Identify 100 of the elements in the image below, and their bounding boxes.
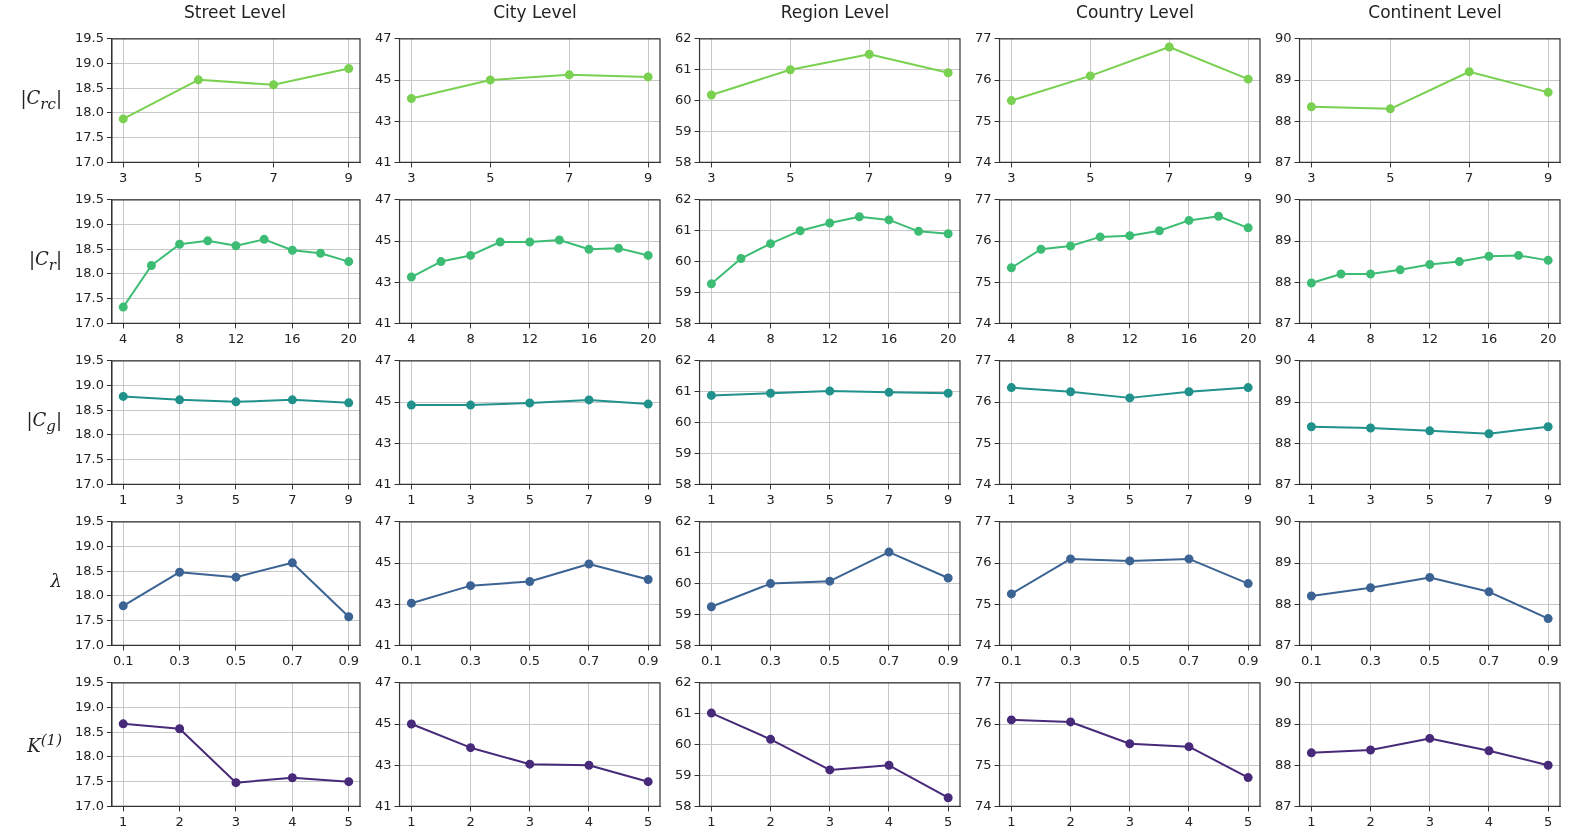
x-tick-label: 9 xyxy=(644,491,653,507)
y-tick-label: 75 xyxy=(975,434,992,450)
x-tick-label: 4 xyxy=(1007,330,1016,346)
y-tick-label: 74 xyxy=(975,636,992,652)
x-tick-label: 9 xyxy=(1544,491,1553,507)
x-tick-label: 0.9 xyxy=(338,652,360,668)
x-tick-label: 5 xyxy=(1386,169,1395,185)
x-tick-label: 3 xyxy=(1366,491,1375,507)
y-tick-label: 58 xyxy=(675,153,692,169)
y-axis-title: λ xyxy=(49,569,62,591)
chart-title: Region Level xyxy=(779,2,891,22)
y-tick-label: 90 xyxy=(1275,352,1292,368)
point xyxy=(203,236,213,246)
point xyxy=(344,612,354,622)
x-tick-label: 1 xyxy=(119,491,128,507)
point xyxy=(1184,215,1194,225)
y-tick-label: 77 xyxy=(975,30,992,46)
x-tick-label: 20 xyxy=(1539,330,1557,346)
x-tick-label: 1 xyxy=(1307,491,1316,507)
x-tick-label: 12 xyxy=(1421,330,1439,346)
y-tick-label: 61 xyxy=(675,383,692,399)
y-tick-label: 19.0 xyxy=(74,698,104,714)
point xyxy=(1464,67,1474,77)
y-tick-label: 47 xyxy=(375,191,392,207)
x-tick-label: 4 xyxy=(407,330,416,346)
y-tick-label: 19.5 xyxy=(74,30,104,46)
y-tick-label: 17.0 xyxy=(74,475,104,491)
x-tick-label: 0.7 xyxy=(578,652,600,668)
point xyxy=(118,719,128,729)
x-tick-label: 5 xyxy=(194,169,203,185)
x-tick-label: 3 xyxy=(231,813,241,829)
x-tick-label: 9 xyxy=(1544,169,1553,185)
x-tick-label: 8 xyxy=(466,330,475,346)
x-tick-label: 4 xyxy=(119,330,128,346)
y-tick-label: 59 xyxy=(675,283,692,299)
y-tick-label: 45 xyxy=(375,554,392,570)
x-tick-label: 7 xyxy=(269,169,278,185)
point xyxy=(344,777,354,787)
x-tick-label: 4 xyxy=(1307,330,1316,346)
point xyxy=(1395,265,1405,275)
x-tick-label: 5 xyxy=(231,491,241,507)
point xyxy=(175,567,185,577)
x-tick-label: 0.5 xyxy=(1119,652,1141,668)
y-tick-label: 47 xyxy=(375,513,392,529)
point xyxy=(406,719,416,729)
x-tick-label: 5 xyxy=(1244,813,1253,829)
point xyxy=(736,254,746,264)
point xyxy=(1366,745,1376,755)
x-tick-label: 2 xyxy=(766,813,775,829)
x-tick-label: 3 xyxy=(466,491,475,507)
y-tick-label: 17.5 xyxy=(74,290,104,306)
point xyxy=(864,49,874,59)
y-tick-label: 87 xyxy=(1275,314,1292,330)
x-tick-label: 16 xyxy=(1480,330,1498,346)
y-tick-label: 18.5 xyxy=(74,562,104,578)
x-tick-label: 3 xyxy=(1007,169,1016,185)
y-tick-label: 45 xyxy=(375,715,392,731)
y-tick-label: 18.0 xyxy=(74,748,104,764)
point xyxy=(1243,773,1253,783)
y-tick-label: 47 xyxy=(375,352,392,368)
y-tick-label: 19.5 xyxy=(74,191,104,207)
point xyxy=(1184,554,1194,564)
x-tick-label: 1 xyxy=(407,813,416,829)
point xyxy=(854,212,864,222)
y-tick-label: 88 xyxy=(1275,595,1292,611)
point xyxy=(1484,429,1494,439)
y-tick-label: 17.5 xyxy=(74,451,104,467)
x-tick-label: 5 xyxy=(1544,813,1553,829)
y-tick-label: 75 xyxy=(975,756,992,772)
x-tick-label: 5 xyxy=(786,169,795,185)
y-tick-label: 61 xyxy=(675,544,692,560)
y-tick-label: 45 xyxy=(375,71,392,87)
point xyxy=(287,245,297,255)
x-tick-label: 7 xyxy=(584,491,594,507)
point xyxy=(706,602,716,612)
point xyxy=(1095,232,1105,242)
point xyxy=(466,581,476,591)
y-tick-label: 17.0 xyxy=(74,153,104,169)
point xyxy=(1243,579,1253,589)
x-tick-label: 16 xyxy=(1180,330,1198,346)
x-tick-label: 7 xyxy=(1184,491,1194,507)
point xyxy=(825,218,835,228)
x-tick-label: 16 xyxy=(284,330,301,346)
y-tick-label: 61 xyxy=(675,705,692,721)
x-tick-label: 0.1 xyxy=(112,652,134,668)
point xyxy=(344,63,354,73)
point xyxy=(884,215,894,225)
y-tick-label: 88 xyxy=(1275,273,1292,289)
y-tick-label: 19.0 xyxy=(74,215,104,231)
x-tick-label: 9 xyxy=(644,169,653,185)
y-tick-label: 62 xyxy=(675,352,692,368)
point xyxy=(1243,74,1253,84)
y-tick-label: 18.0 xyxy=(74,587,104,603)
x-tick-label: 1 xyxy=(407,491,416,507)
point xyxy=(643,72,653,82)
point xyxy=(1085,71,1095,81)
point xyxy=(1484,587,1494,597)
point xyxy=(1425,572,1435,582)
x-tick-label: 5 xyxy=(525,491,534,507)
point xyxy=(706,279,716,289)
